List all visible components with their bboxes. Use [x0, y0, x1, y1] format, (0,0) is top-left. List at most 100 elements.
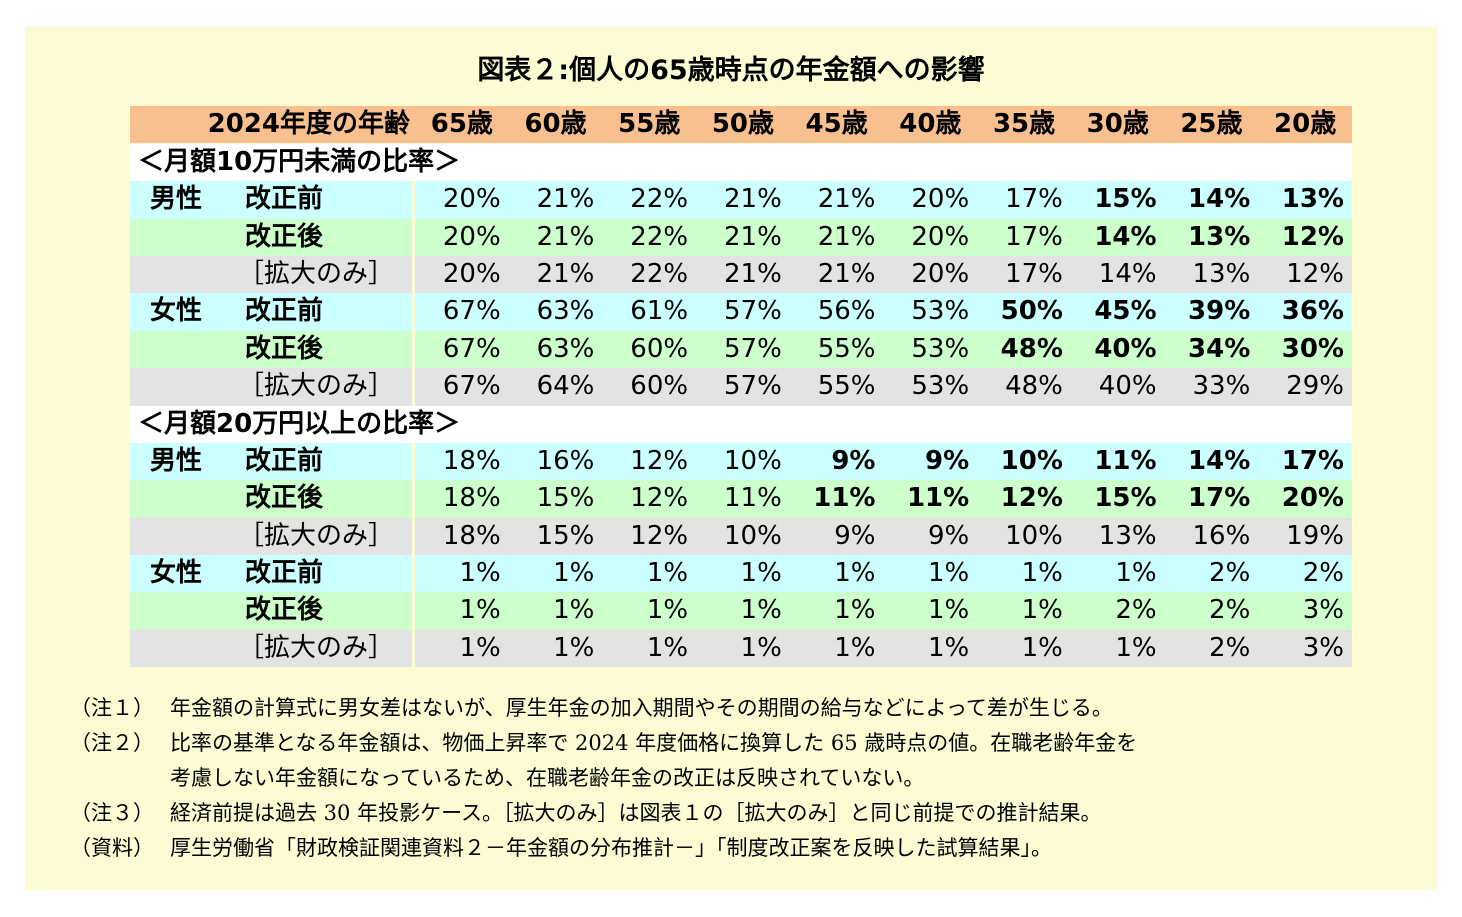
note-text: 比率の基準となる年金額は、物価上昇率で 2024 年度価格に換算した 65 歳時…: [170, 731, 1138, 755]
row-bg: [130, 442, 412, 481]
value-cell: 53%: [911, 296, 970, 327]
value-cell: 14%: [1094, 221, 1157, 252]
note-text: 厚生労働省「財政検証関連資料２－年金額の分布推計－」「制度改正案を反映した試算結…: [170, 836, 1052, 860]
age-header: 65歳: [430, 109, 493, 139]
row-bg: [415, 256, 1352, 294]
value-cell: 21%: [536, 184, 595, 215]
row-bg: [130, 517, 412, 555]
value-cell: 1%: [740, 595, 782, 626]
value-cell: 1%: [740, 557, 782, 588]
value-cell: 45%: [1094, 296, 1157, 327]
value-cell: 50%: [1000, 296, 1063, 327]
value-cell: 53%: [911, 371, 970, 402]
value-cell: 22%: [630, 221, 689, 252]
row-bg: [130, 554, 412, 593]
value-cell: 12%: [630, 445, 689, 476]
age-header: 40歳: [899, 109, 962, 139]
gender: 女性: [150, 557, 203, 588]
value-cell: 1%: [646, 595, 689, 626]
value-cell: 17%: [1005, 221, 1063, 252]
value-cell: 1%: [834, 595, 876, 626]
value-cell: 14%: [1098, 259, 1157, 290]
value-cell: 21%: [817, 259, 876, 290]
value-cell: 16%: [536, 445, 595, 476]
age-header: 55歳: [618, 109, 681, 139]
value-cell: 20%: [1281, 483, 1344, 514]
value-cell: 34%: [1188, 333, 1251, 364]
row-bg: [130, 293, 412, 331]
value-cell: 20%: [442, 221, 501, 252]
value-cell: 2%: [1209, 632, 1251, 663]
value-cell: 1%: [1115, 557, 1157, 588]
age-header: 20歳: [1274, 109, 1337, 139]
age-header: 60歳: [524, 109, 587, 139]
value-cell: 15%: [536, 483, 595, 514]
row-bg: [415, 629, 1352, 668]
value-cell: 2%: [1209, 595, 1251, 626]
value-cell: 61%: [630, 296, 689, 327]
row-label: ［拡大のみ］: [238, 520, 395, 551]
value-cell: 18%: [442, 520, 501, 551]
note-label: （注３）: [70, 801, 154, 825]
value-cell: 11%: [813, 483, 876, 514]
value-cell: 1%: [1021, 595, 1063, 626]
row-bg: [130, 330, 412, 369]
section-bg: [130, 144, 1352, 182]
gender: 男性: [150, 184, 203, 215]
value-cell: 1%: [459, 595, 501, 626]
value-cell: 22%: [630, 184, 689, 215]
value-cell: 21%: [817, 184, 876, 215]
header-bg: [130, 106, 1352, 144]
value-cell: 11%: [1094, 445, 1157, 476]
value-cell: 17%: [1281, 445, 1344, 476]
value-cell: 15%: [1094, 483, 1157, 514]
value-cell: 12%: [1286, 259, 1344, 290]
note-label: （注１）: [70, 696, 154, 720]
row-bg: [130, 629, 412, 668]
value-cell: 60%: [630, 333, 689, 364]
value-cell: 16%: [1192, 520, 1251, 551]
row-label: 改正後: [245, 595, 324, 626]
row-bg: [415, 554, 1352, 593]
value-cell: 40%: [1094, 333, 1157, 364]
value-cell: 40%: [1098, 371, 1157, 402]
value-cell: 57%: [723, 333, 782, 364]
value-cell: 2%: [1115, 595, 1157, 626]
value-cell: 1%: [1021, 632, 1063, 663]
value-cell: 1%: [553, 632, 595, 663]
row-label: 改正後: [245, 333, 324, 364]
value-cell: 10%: [1000, 445, 1063, 476]
row-bg: [415, 330, 1352, 369]
value-cell: 1%: [459, 557, 501, 588]
row-bg: [415, 442, 1352, 481]
value-cell: 17%: [1005, 259, 1063, 290]
age-header: 30歳: [1086, 109, 1149, 139]
value-cell: 1%: [927, 595, 970, 626]
value-cell: 63%: [536, 333, 595, 364]
value-cell: 15%: [536, 520, 595, 551]
value-cell: 2%: [1209, 557, 1251, 588]
value-cell: 21%: [536, 221, 595, 252]
row-bg: [415, 181, 1352, 219]
value-cell: 30%: [1281, 333, 1344, 364]
row-label: 改正後: [245, 221, 324, 252]
note-text: 年金額の計算式に男女差はないが、厚生年金の加入期間やその期間の給与などによって差…: [170, 696, 1113, 720]
value-cell: 10%: [723, 445, 782, 476]
row-bg: [415, 592, 1352, 630]
row-label: ［拡大のみ］: [238, 371, 395, 402]
row-label: 改正前: [245, 184, 324, 215]
value-cell: 21%: [723, 184, 782, 215]
value-cell: 14%: [1188, 445, 1251, 476]
value-cell: 21%: [723, 221, 782, 252]
value-cell: 60%: [630, 371, 689, 402]
value-cell: 20%: [911, 221, 970, 252]
value-cell: 20%: [911, 259, 970, 290]
value-cell: 18%: [442, 445, 501, 476]
value-cell: 15%: [1094, 184, 1157, 215]
value-cell: 13%: [1098, 520, 1157, 551]
value-cell: 11%: [906, 483, 970, 514]
row-label: 改正前: [245, 557, 324, 588]
value-cell: 21%: [817, 221, 876, 252]
value-cell: 1%: [834, 557, 876, 588]
value-cell: 10%: [1005, 520, 1063, 551]
